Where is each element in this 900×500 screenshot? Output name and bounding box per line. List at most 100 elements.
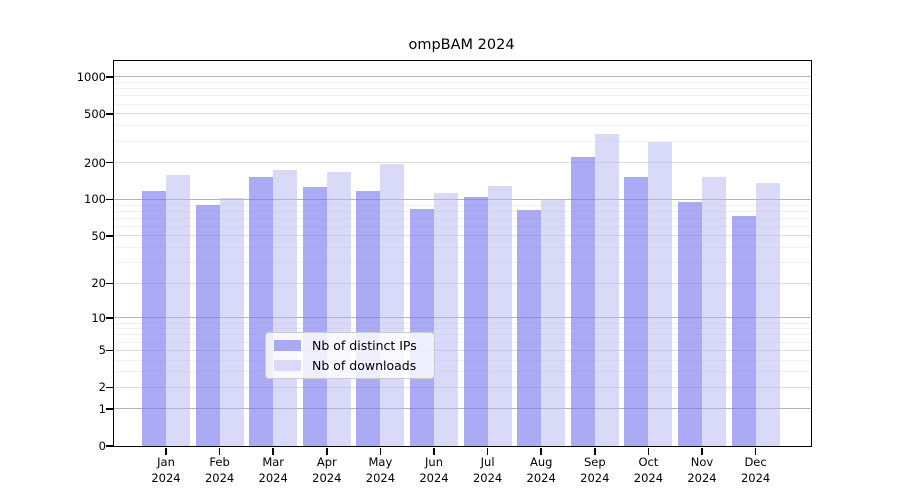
bar-downloads-dec bbox=[755, 182, 780, 446]
x-tick-label-feb: Feb 2024 bbox=[204, 455, 235, 485]
x-tick-dec bbox=[754, 447, 757, 455]
x-tick-label-oct: Oct 2024 bbox=[633, 455, 664, 485]
bar-distinct-ips-feb bbox=[195, 205, 220, 446]
gridline-50 bbox=[114, 235, 811, 237]
gridline-100 bbox=[114, 198, 811, 200]
x-tick-mar bbox=[272, 447, 274, 455]
legend-swatch-downloads bbox=[274, 360, 301, 371]
bar-distinct-ips-mar bbox=[249, 176, 274, 446]
gridline-8 bbox=[114, 328, 811, 330]
y-tick-label-50: 50 bbox=[91, 228, 106, 243]
bar-distinct-ips-sep bbox=[570, 156, 595, 446]
x-tick-apr bbox=[326, 447, 328, 455]
gridline-5 bbox=[114, 349, 811, 351]
x-tick-oct bbox=[647, 447, 650, 455]
bar-downloads-nov bbox=[702, 177, 726, 446]
x-tick-aug bbox=[540, 447, 542, 455]
gridline-500 bbox=[114, 113, 811, 115]
x-tick-label-aug: Aug 2024 bbox=[526, 455, 556, 485]
bar-distinct-ips-may bbox=[356, 191, 381, 446]
gridline-40 bbox=[114, 247, 811, 249]
bar-distinct-ips-nov bbox=[678, 202, 702, 446]
gridline-30 bbox=[114, 262, 811, 264]
legend-item-downloads: Nb of downloads bbox=[266, 357, 434, 374]
legend-swatch-distinct-ips bbox=[274, 340, 301, 351]
y-tick-1000 bbox=[106, 76, 114, 78]
x-tick-feb bbox=[218, 447, 221, 455]
bar-downloads-jul bbox=[487, 186, 512, 446]
bar-downloads-may bbox=[380, 164, 405, 446]
bar-distinct-ips-apr bbox=[302, 186, 327, 446]
bar-downloads-jan bbox=[166, 175, 190, 446]
bar-distinct-ips-jun bbox=[410, 209, 434, 446]
gridline-600 bbox=[114, 103, 811, 105]
x-tick-label-mar: Mar 2024 bbox=[258, 455, 288, 485]
legend-label-distinct-ips: Nb of distinct IPs bbox=[312, 338, 417, 353]
bar-downloads-jun bbox=[434, 193, 458, 446]
bar-distinct-ips-jul bbox=[463, 197, 488, 446]
bar-downloads-mar bbox=[273, 169, 298, 446]
y-tick-5 bbox=[106, 349, 114, 352]
y-tick-200 bbox=[106, 161, 114, 164]
y-tick-100 bbox=[106, 198, 114, 201]
x-tick-nov bbox=[701, 447, 703, 455]
y-tick-label-1000: 1000 bbox=[76, 69, 106, 84]
gridline-9 bbox=[114, 322, 811, 324]
y-tick-label-20: 20 bbox=[91, 276, 106, 291]
gridline-3 bbox=[114, 371, 811, 373]
gridline-1000 bbox=[114, 76, 811, 78]
gridline-80 bbox=[114, 210, 811, 212]
x-tick-label-jan: Jan 2024 bbox=[151, 455, 181, 485]
gridline-900 bbox=[114, 82, 811, 84]
y-tick-10 bbox=[106, 317, 114, 319]
y-tick-label-10: 10 bbox=[91, 310, 106, 325]
legend: Nb of distinct IPs Nb of downloads bbox=[265, 332, 435, 379]
gridline-800 bbox=[114, 88, 811, 90]
x-tick-may bbox=[379, 447, 382, 455]
bar-distinct-ips-dec bbox=[731, 216, 756, 446]
y-tick-label-2: 2 bbox=[98, 380, 106, 395]
x-tick-sep bbox=[594, 447, 596, 455]
legend-item-distinct-ips: Nb of distinct IPs bbox=[266, 337, 434, 354]
gridline-4 bbox=[114, 359, 811, 361]
gridline-1 bbox=[114, 408, 811, 410]
x-tick-label-jun: Jun 2024 bbox=[419, 455, 449, 485]
gridline-60 bbox=[114, 225, 811, 227]
y-tick-20 bbox=[106, 282, 114, 285]
y-tick-label-100: 100 bbox=[84, 192, 106, 207]
bar-downloads-feb bbox=[219, 198, 244, 446]
x-tick-label-may: May 2024 bbox=[365, 455, 396, 485]
y-tick-label-500: 500 bbox=[84, 106, 106, 121]
gridline-90 bbox=[114, 204, 811, 206]
x-tick-label-dec: Dec 2024 bbox=[740, 455, 771, 485]
x-tick-jul bbox=[486, 447, 489, 455]
x-tick-label-sep: Sep 2024 bbox=[580, 455, 610, 485]
gridline-7 bbox=[114, 334, 811, 336]
gridline-300 bbox=[114, 140, 811, 142]
y-tick-1 bbox=[106, 408, 114, 410]
gridline-10 bbox=[114, 317, 811, 319]
chart-title: ompBAM 2024 bbox=[408, 37, 515, 53]
y-tick-label-200: 200 bbox=[84, 155, 106, 170]
bar-downloads-oct bbox=[648, 141, 673, 446]
legend-label-downloads: Nb of downloads bbox=[312, 358, 417, 373]
plot-area: 0 1 2 5 10 20 50 100 200 500 1000 Jan 2024 Feb 2024 M… bbox=[77, 60, 812, 485]
bar-downloads-apr bbox=[326, 171, 351, 446]
x-tick-jan bbox=[165, 447, 167, 455]
y-tick-500 bbox=[106, 113, 114, 115]
y-tick-label-5: 5 bbox=[98, 343, 106, 358]
x-tick-label-jul: Jul 2024 bbox=[472, 455, 503, 485]
gridline-20 bbox=[114, 282, 811, 284]
y-tick-50 bbox=[106, 235, 114, 237]
y-tick-label-0: 0 bbox=[98, 439, 106, 453]
x-tick-label-nov: Nov 2024 bbox=[687, 455, 717, 485]
gridline-700 bbox=[114, 95, 811, 97]
bar-distinct-ips-aug bbox=[517, 209, 542, 446]
gridline-400 bbox=[114, 125, 811, 127]
gridline-200 bbox=[114, 162, 811, 164]
gridline-70 bbox=[114, 217, 811, 219]
bar-distinct-ips-jan bbox=[142, 190, 166, 446]
gridline-2 bbox=[114, 386, 811, 388]
gridline-6 bbox=[114, 341, 811, 343]
